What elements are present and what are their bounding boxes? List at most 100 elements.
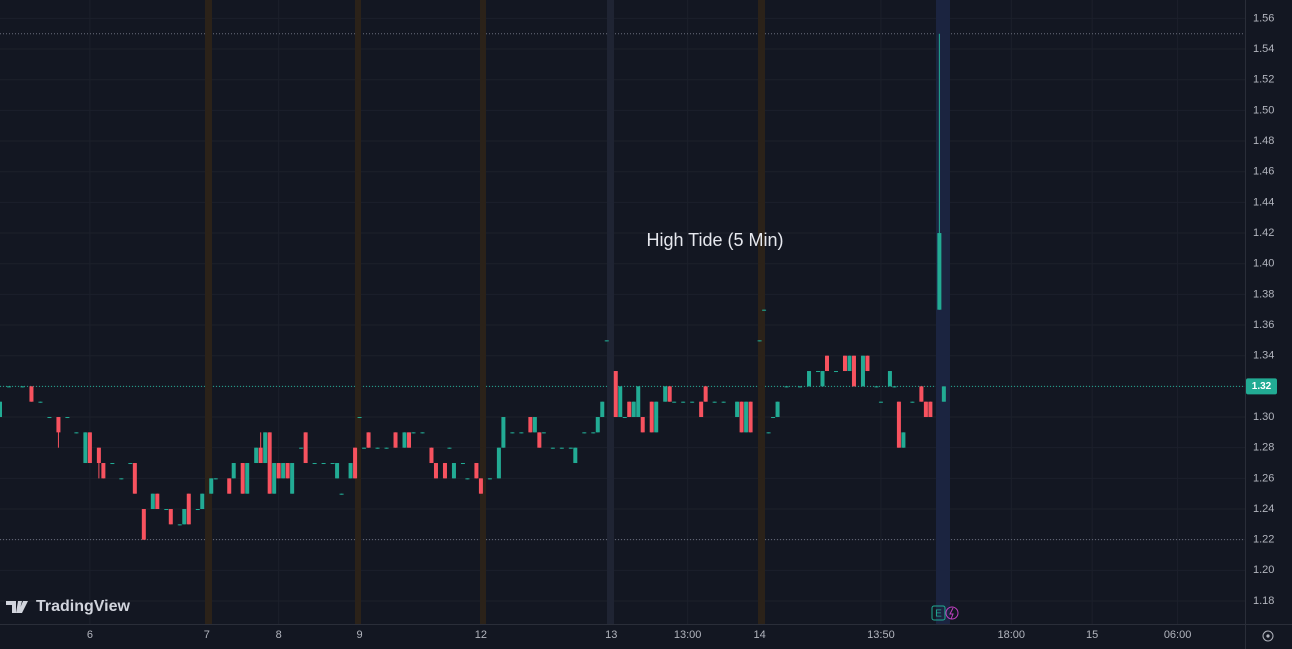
candle-body bbox=[20, 386, 25, 388]
event-marker[interactable]: E bbox=[935, 609, 942, 620]
candle-body bbox=[937, 233, 942, 310]
candle-body bbox=[38, 401, 43, 403]
candle-body bbox=[0, 401, 2, 418]
candle-body bbox=[631, 401, 636, 418]
candle-body bbox=[384, 447, 389, 449]
candle-body bbox=[119, 478, 124, 480]
candle-body bbox=[254, 447, 259, 464]
x-tick-label: 13:00 bbox=[674, 629, 702, 641]
y-tick-label: 1.38 bbox=[1253, 288, 1274, 300]
candle-body bbox=[312, 463, 317, 465]
candle-body bbox=[860, 355, 865, 387]
candle-body bbox=[460, 463, 465, 465]
y-tick-label: 1.44 bbox=[1253, 196, 1274, 208]
candle-body bbox=[721, 401, 726, 403]
y-tick-label: 1.22 bbox=[1253, 534, 1274, 546]
y-tick-label: 1.54 bbox=[1253, 43, 1274, 55]
split-badge[interactable] bbox=[945, 606, 959, 620]
candle-body bbox=[672, 401, 677, 403]
candle-body bbox=[474, 463, 479, 479]
watermark: TradingView bbox=[36, 598, 131, 615]
logo-icon bbox=[6, 601, 28, 613]
settings-button[interactable] bbox=[1262, 630, 1274, 642]
candle-body bbox=[132, 463, 137, 494]
candle-body bbox=[887, 371, 892, 387]
candle-body bbox=[303, 432, 308, 464]
candle-body bbox=[851, 355, 856, 387]
candle-body bbox=[550, 447, 555, 449]
candle-body bbox=[267, 432, 272, 494]
candle-body bbox=[663, 386, 668, 402]
candle-body bbox=[923, 401, 928, 418]
candle-body bbox=[874, 386, 879, 388]
candle-body bbox=[865, 355, 870, 372]
candle-body bbox=[285, 463, 290, 479]
y-tick-label: 1.52 bbox=[1253, 74, 1274, 86]
candle-body bbox=[101, 463, 106, 479]
candle-body bbox=[532, 417, 537, 433]
candle-body bbox=[213, 478, 218, 480]
candle-body bbox=[245, 463, 250, 494]
candle-body bbox=[807, 371, 812, 387]
candle-body bbox=[182, 509, 187, 525]
candle-body bbox=[433, 463, 438, 479]
candle-body bbox=[744, 401, 749, 433]
candle-body bbox=[910, 401, 915, 403]
candle-body bbox=[150, 493, 155, 510]
candle-body bbox=[878, 401, 883, 403]
candle-body bbox=[820, 371, 825, 387]
x-tick-label: 7 bbox=[204, 629, 210, 641]
candle-body bbox=[712, 401, 717, 403]
session-break bbox=[480, 0, 486, 624]
y-tick-label: 1.36 bbox=[1253, 319, 1274, 331]
candle-body bbox=[168, 509, 173, 525]
candle-body bbox=[537, 432, 542, 448]
candle-body bbox=[6, 386, 11, 388]
candle-body bbox=[636, 386, 641, 418]
candle-body bbox=[339, 493, 344, 495]
event-badge[interactable] bbox=[931, 605, 946, 621]
candle-body bbox=[407, 432, 412, 448]
y-tick-label: 1.26 bbox=[1253, 472, 1274, 484]
candle-body bbox=[465, 478, 470, 480]
candle-body bbox=[393, 432, 398, 448]
candle-body bbox=[141, 509, 146, 540]
candle-body bbox=[901, 432, 906, 448]
candle-body bbox=[272, 463, 277, 494]
candle-body bbox=[155, 493, 160, 510]
candle-body bbox=[833, 371, 838, 373]
candle-body bbox=[478, 478, 483, 494]
x-tick-label: 13:50 bbox=[867, 629, 895, 641]
candle-body bbox=[775, 401, 780, 418]
candle-body bbox=[568, 447, 573, 449]
candle-body bbox=[96, 447, 101, 464]
candle-body bbox=[510, 432, 515, 434]
candle-body bbox=[164, 509, 169, 511]
candle-body bbox=[690, 401, 695, 403]
candle-body bbox=[559, 447, 564, 449]
candle-body bbox=[739, 401, 744, 433]
x-tick-label: 14 bbox=[753, 629, 765, 641]
candle-body bbox=[74, 432, 79, 434]
candle-body bbox=[892, 386, 897, 388]
candle-body bbox=[83, 432, 88, 464]
candle-body bbox=[762, 309, 767, 311]
candle-body bbox=[519, 432, 524, 434]
session-break bbox=[607, 0, 614, 624]
candle-body bbox=[573, 447, 578, 464]
candle-body bbox=[263, 432, 268, 464]
candle-body bbox=[613, 371, 618, 418]
last-price-label: 1.32 bbox=[1252, 381, 1272, 392]
candle-body bbox=[816, 371, 821, 373]
candle-body bbox=[667, 386, 672, 402]
y-tick-label: 1.48 bbox=[1253, 135, 1274, 147]
candle-body bbox=[299, 447, 304, 449]
candle-body bbox=[200, 493, 205, 510]
candles bbox=[0, 33, 946, 540]
candle-body bbox=[771, 417, 776, 419]
candle-body bbox=[420, 432, 425, 434]
x-tick-label: 8 bbox=[276, 629, 282, 641]
candle-body bbox=[842, 355, 847, 372]
